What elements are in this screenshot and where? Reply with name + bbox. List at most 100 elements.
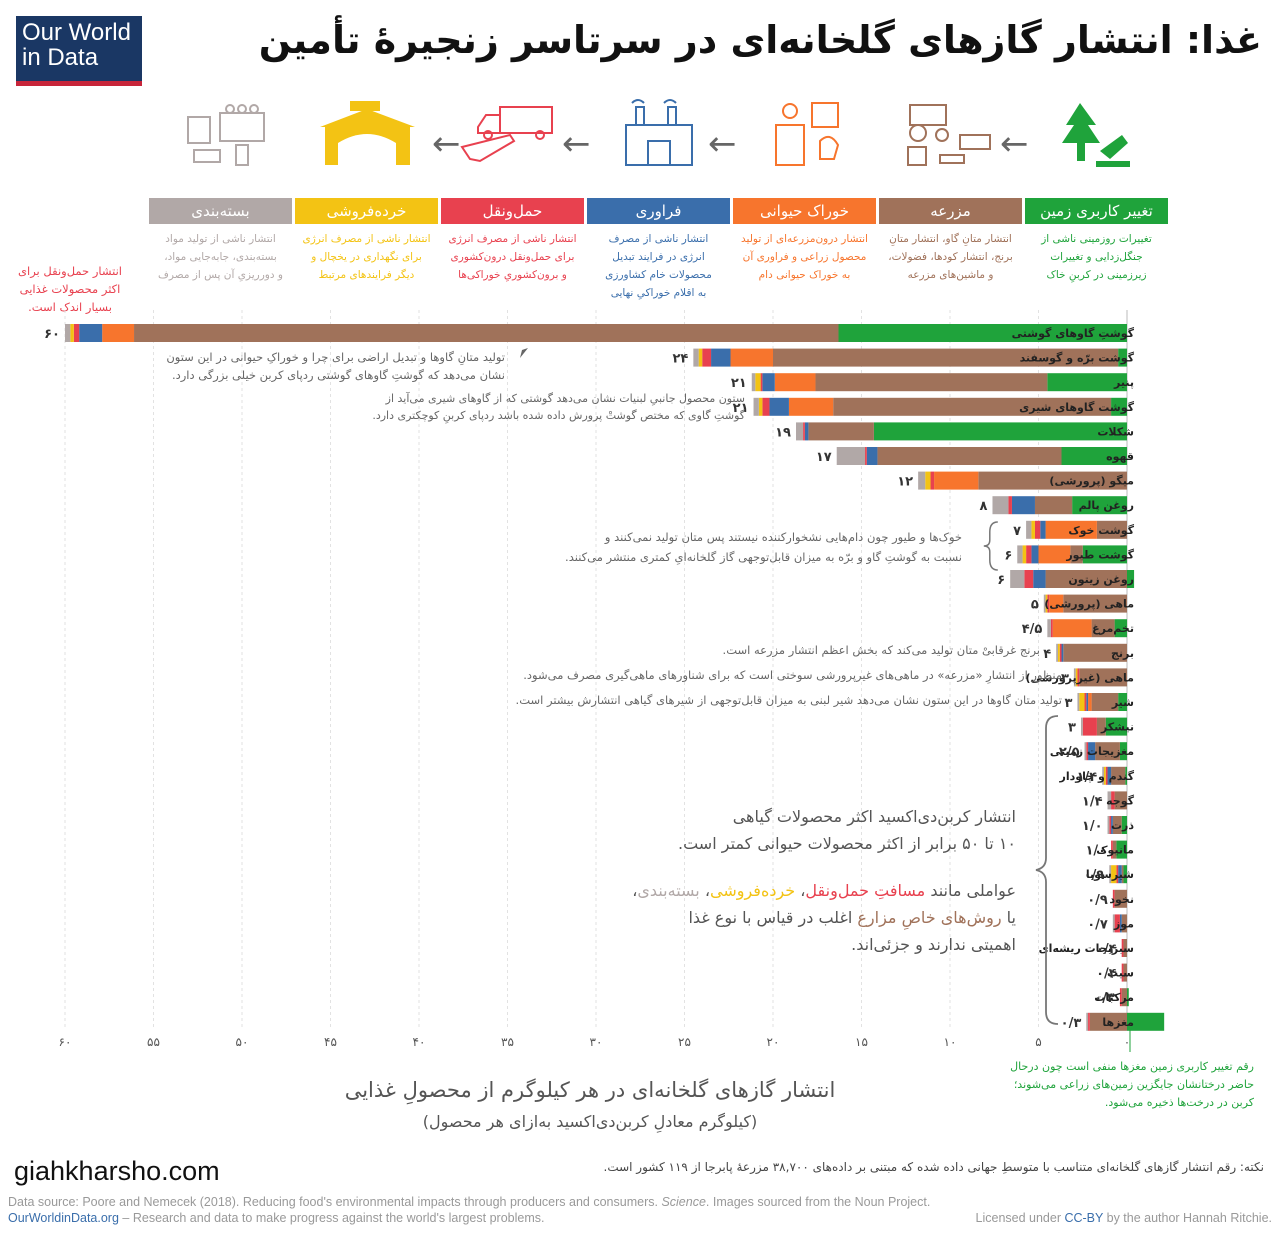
bar-segment-processing	[1086, 693, 1089, 711]
category-label: شیر	[1111, 696, 1134, 709]
total-label: ۰/۳	[1094, 991, 1115, 1006]
bar-segment-packaging	[1107, 791, 1112, 810]
stage-description-line: به خوراک حیوانی دام	[758, 269, 851, 281]
annotation-line: رقم تغییر کاربری زمین مغزها منفی است چون…	[1010, 1060, 1254, 1073]
category-label: شیرسویا	[1086, 868, 1134, 881]
bar-segment-land	[1125, 766, 1127, 785]
stage-description-line: محصولات خام کشاورزی	[605, 269, 712, 281]
bar-segment-farm	[1112, 816, 1122, 834]
stage-description-line: انتشار ناشی از تولید مواد	[165, 233, 276, 245]
x-axis-subtitle: (کیلوگرم معادلِ کربن‌دی‌اکسید به‌ازای هر…	[422, 1112, 758, 1131]
annotation-line: نسبت به گوشتِ گاو و برّه به میزان قابل‌ت…	[565, 550, 962, 564]
bar-segment-retail	[1075, 668, 1078, 687]
bar-segment-land	[1118, 348, 1127, 367]
tree-icon	[1062, 103, 1130, 167]
text-packaging: بسته‌بندی	[637, 881, 700, 900]
transport-note-line: بسیار اندک است.	[28, 300, 112, 314]
annotation-line: حاضر درختانشان جایگزین زمین‌های زراعی می…	[1013, 1078, 1254, 1091]
total-label: ۰/۴	[1096, 967, 1117, 982]
bar-segment-transport	[1034, 520, 1041, 539]
category-label: گوشت طیور	[1065, 548, 1134, 561]
bar-segment-processing	[1111, 816, 1113, 834]
category-label: نیشکر	[1100, 721, 1134, 734]
bar-segment-retail	[1045, 594, 1048, 613]
source-text: . Images sourced from the Noun Project.	[705, 1195, 931, 1209]
bar-segment-transport	[1084, 693, 1087, 711]
bar-segment-farm	[1111, 766, 1126, 785]
bar-segment-packaging	[1102, 766, 1104, 785]
bar-segment-packaging	[1017, 545, 1023, 564]
total-label: ۳	[1061, 671, 1069, 686]
owid-link[interactable]: OurWorldinData.org	[8, 1211, 119, 1225]
bar-segment-retail	[1103, 766, 1106, 785]
bar-segment-farm	[1123, 939, 1127, 957]
annotation-line: نشان می‌دهد که گوشتِ گاوهای گوشتی ردپای …	[171, 368, 505, 382]
bar-segment-farm	[1121, 914, 1127, 933]
bar-segment-feed	[102, 324, 135, 342]
bar-segment-land	[1111, 397, 1127, 416]
bar-segment-transport	[1105, 766, 1108, 785]
bar-segment-retail	[755, 373, 761, 392]
category-label: گوجه	[1106, 794, 1134, 807]
text-span: عواملی مانند	[925, 881, 1016, 900]
bar-segment-farm	[1063, 594, 1127, 613]
category-label: پنیر	[1113, 376, 1134, 389]
bar-segment-feed	[934, 471, 979, 490]
bar-segment-land	[873, 422, 1127, 441]
bar-segment-packaging	[1084, 742, 1087, 761]
bar-segment-farm	[1091, 693, 1119, 711]
bar-segment-land	[1127, 570, 1135, 588]
source-text: Data source: Poore and Nemecek (2018). R…	[8, 1195, 662, 1209]
transport-note-line: انتشار حمل‌ونقل برای	[18, 264, 122, 278]
stage-description-line: انتشار ناشی از مصرف انرژی	[302, 233, 431, 245]
stage-description-line: برنج، انتشار کودها، فضولات،	[888, 251, 1013, 263]
bar-segment-transport	[865, 447, 867, 465]
x-tick-label: ۰	[1124, 1035, 1130, 1049]
text-span: ،	[632, 881, 638, 900]
x-tick-label: ۲۵	[678, 1035, 691, 1049]
bar-segment-processing	[1061, 643, 1064, 662]
category-label: گوشت برّه و گوسفند	[1020, 352, 1135, 365]
stage-description-line: محصول زراعی و فراوری آن	[742, 251, 867, 263]
annotation-line: انتشار کربن‌دی‌اکسید اکثر محصولات گیاهی	[732, 807, 1016, 826]
text-span: اغلب در قیاس با نوع غذا	[688, 908, 858, 927]
bar-segment-packaging	[751, 373, 756, 392]
total-label: ۱/۰	[1082, 819, 1103, 834]
text-farm-methods: روش‌های خاصِ مزارع	[857, 908, 1002, 927]
bar-segment-transport	[1047, 594, 1050, 613]
stage-description: تغییرات روزمینی ناشی از جنگل‌زدایی و تغیی…	[1025, 230, 1168, 284]
license-line: Licensed under CC-BY by the author Hanna…	[976, 1211, 1272, 1225]
bar-segment-packaging	[1073, 668, 1076, 687]
annotation-pork-poultry: خوک‌ها و طیور چون دام‌هایی نشخوارکننده ن…	[565, 527, 962, 567]
bar-segment-transport	[1121, 939, 1124, 957]
annotation-beef: تولید متانِ گاوها و تبدیل اراضی برای چرا…	[166, 348, 505, 384]
total-label: ۰/۳	[1061, 1016, 1082, 1031]
annotation-nuts: رقم تغییر کاربری زمین مغزها منفی است چون…	[1010, 1058, 1254, 1112]
bar-segment-packaging	[1077, 693, 1080, 711]
category-label: نخود	[1109, 893, 1134, 906]
bar-segment-transport	[1082, 717, 1097, 736]
farmer-icon	[775, 102, 840, 166]
stage-header: خرده‌فروشی	[295, 198, 438, 224]
x-tick-label: ۵	[1035, 1035, 1041, 1049]
bar-segment-land	[1118, 693, 1127, 711]
license-link[interactable]: CC-BY	[1064, 1211, 1104, 1225]
total-label: ۷	[1013, 524, 1021, 539]
stage-description-line: انتشار متانِ گاو، انتشار متانِ	[889, 233, 1012, 245]
total-label: ۱۹	[775, 425, 791, 440]
category-label: میگو (پرورشی)	[1049, 475, 1134, 488]
bar-segment-transport	[1111, 791, 1115, 810]
owid-logo[interactable]: Our World in Data	[16, 16, 142, 86]
annotation-milk: تولید متان گاوها در این ستون نشان می‌دهد…	[515, 693, 1062, 707]
bar-segment-retail	[1057, 643, 1060, 662]
bar-segment-processing	[79, 324, 103, 342]
annotation-line: ستون محصول جانبیِ لبنیات نشان می‌دهد گوش…	[385, 392, 745, 405]
arrow-icon: ←	[1000, 124, 1029, 164]
total-label: ۳	[1065, 696, 1073, 711]
bar-segment-feed	[1088, 693, 1092, 711]
bar-segment-land	[1072, 496, 1127, 515]
bar-segment-retail	[925, 471, 931, 490]
bar-segment-land	[1061, 447, 1127, 465]
stage-description-line: انتشار ناشی از مصرف	[608, 233, 709, 245]
category-label: شکلات	[1097, 425, 1134, 438]
